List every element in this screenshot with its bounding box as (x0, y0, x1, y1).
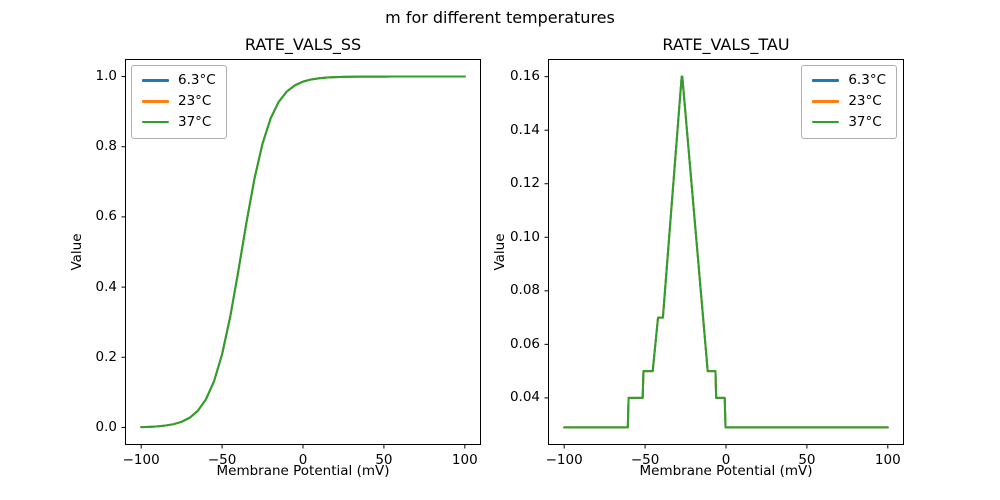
x-tick-label: −100 (545, 452, 583, 468)
y-tick-label: 0.10 (509, 228, 540, 245)
y-axis-label: Value (69, 233, 85, 271)
axes-spines (125, 59, 481, 445)
x-tick-label: −50 (630, 452, 660, 468)
legend-entry: 23°C (812, 92, 886, 109)
x-tick-label: 0 (298, 452, 308, 468)
legend-entry: 37°C (812, 113, 886, 130)
subplot-title-ss: RATE_VALS_SS (244, 35, 362, 54)
y-tick-label: 0.06 (509, 335, 540, 352)
legend-entry: 37°C (142, 113, 216, 130)
x-tick-label: −100 (122, 452, 160, 468)
y-tick-label: 0.6 (95, 208, 117, 225)
figure-title: m for different temperatures (385, 8, 615, 27)
x-axis-label: Membrane Potential (mV) (639, 463, 813, 479)
y-tick-label: 0.12 (509, 175, 540, 192)
y-tick-label: 0.0 (95, 418, 117, 435)
legend-entry: 23°C (142, 92, 216, 109)
legend-entry: 6.3°C (142, 73, 216, 88)
legend-entry: 6.3°C (812, 73, 886, 88)
subplot-title-tau: RATE_VALS_TAU (662, 35, 790, 54)
y-tick-label: 0.4 (95, 278, 117, 295)
legend-label: 37°C (848, 113, 882, 130)
y-tick-label: 0.08 (509, 282, 540, 299)
legend: 6.3°C 23°C 37°C (801, 65, 897, 139)
x-tick-label: −50 (207, 452, 237, 468)
plot-area (121, 59, 481, 449)
legend-line-swatch (812, 100, 840, 103)
legend-label: 23°C (178, 92, 212, 109)
x-tick-label: 0 (721, 452, 731, 468)
y-tick-label: 0.14 (509, 121, 540, 138)
plot-area (544, 59, 904, 449)
legend-line-swatch (142, 79, 169, 82)
y-tick-label: 0.8 (95, 138, 117, 155)
axes-rate-vals-tau: RATE_VALS_TAU Membrane Potential (mV) Va… (492, 35, 904, 479)
y-tick-label: 0.16 (509, 68, 540, 85)
axes-rate-vals-ss: RATE_VALS_SS Membrane Potential (mV) Val… (69, 35, 481, 479)
series-line-37°C (563, 75, 889, 429)
series-line-37°C (140, 75, 466, 429)
legend: 6.3°C 23°C 37°C (131, 65, 227, 139)
y-tick-label: 0.2 (95, 348, 117, 365)
legend-line-swatch (812, 120, 840, 124)
legend-label: 37°C (178, 113, 212, 130)
x-tick-label: 100 (451, 452, 478, 468)
legend-line-swatch (812, 79, 840, 82)
y-tick-label: 1.0 (95, 68, 117, 85)
x-tick-label: 50 (375, 452, 393, 468)
axes-spines (548, 59, 904, 445)
legend-label: 6.3°C (848, 72, 886, 88)
legend-label: 6.3°C (178, 72, 216, 88)
x-tick-label: 50 (798, 452, 816, 468)
legend-line-swatch (142, 120, 169, 124)
y-tick-label: 0.04 (509, 389, 540, 406)
legend-line-swatch (142, 100, 169, 103)
x-tick-label: 100 (874, 452, 901, 468)
legend-label: 23°C (848, 92, 882, 109)
x-axis-label: Membrane Potential (mV) (216, 463, 390, 479)
